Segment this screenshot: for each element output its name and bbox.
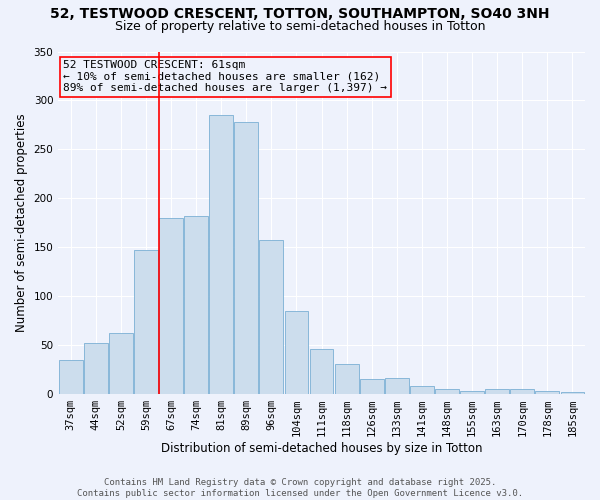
Bar bbox=[385, 378, 409, 394]
Bar bbox=[134, 250, 158, 394]
Bar bbox=[560, 392, 584, 394]
Bar bbox=[410, 386, 434, 394]
Bar bbox=[335, 364, 359, 394]
Bar bbox=[259, 240, 283, 394]
Bar bbox=[159, 218, 183, 394]
Bar bbox=[360, 380, 383, 394]
Bar bbox=[511, 389, 534, 394]
Bar bbox=[460, 391, 484, 394]
Bar bbox=[84, 343, 108, 394]
Bar bbox=[184, 216, 208, 394]
Text: 52, TESTWOOD CRESCENT, TOTTON, SOUTHAMPTON, SO40 3NH: 52, TESTWOOD CRESCENT, TOTTON, SOUTHAMPT… bbox=[50, 8, 550, 22]
Bar bbox=[310, 349, 334, 394]
Bar bbox=[485, 389, 509, 394]
Text: Size of property relative to semi-detached houses in Totton: Size of property relative to semi-detach… bbox=[115, 20, 485, 33]
Bar bbox=[209, 115, 233, 394]
Bar bbox=[435, 389, 459, 394]
X-axis label: Distribution of semi-detached houses by size in Totton: Distribution of semi-detached houses by … bbox=[161, 442, 482, 455]
Bar bbox=[284, 311, 308, 394]
Bar bbox=[109, 334, 133, 394]
Text: 52 TESTWOOD CRESCENT: 61sqm
← 10% of semi-detached houses are smaller (162)
89% : 52 TESTWOOD CRESCENT: 61sqm ← 10% of sem… bbox=[64, 60, 388, 94]
Y-axis label: Number of semi-detached properties: Number of semi-detached properties bbox=[15, 114, 28, 332]
Bar bbox=[59, 360, 83, 394]
Text: Contains HM Land Registry data © Crown copyright and database right 2025.
Contai: Contains HM Land Registry data © Crown c… bbox=[77, 478, 523, 498]
Bar bbox=[235, 122, 258, 394]
Bar bbox=[535, 391, 559, 394]
